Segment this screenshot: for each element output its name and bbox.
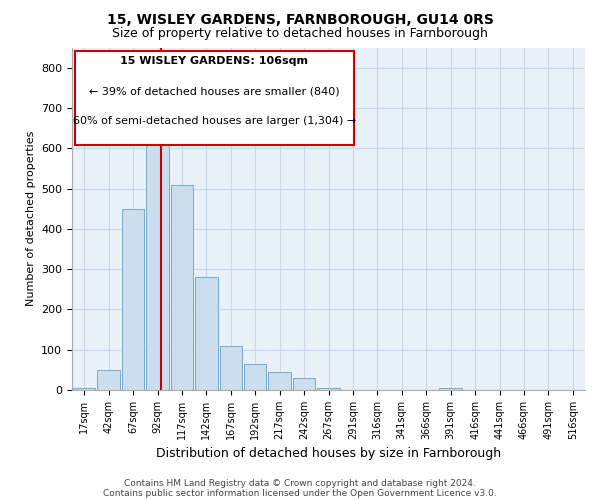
- Text: ← 39% of detached houses are smaller (840): ← 39% of detached houses are smaller (84…: [89, 87, 340, 97]
- Text: Size of property relative to detached houses in Farnborough: Size of property relative to detached ho…: [112, 28, 488, 40]
- Bar: [439, 388, 462, 390]
- Bar: [122, 208, 145, 390]
- Bar: [268, 372, 291, 390]
- Y-axis label: Number of detached properties: Number of detached properties: [26, 131, 35, 306]
- Bar: [220, 346, 242, 390]
- Bar: [317, 388, 340, 390]
- Bar: [170, 184, 193, 390]
- Bar: [146, 138, 169, 390]
- Bar: [97, 370, 120, 390]
- Text: 15, WISLEY GARDENS, FARNBOROUGH, GU14 0RS: 15, WISLEY GARDENS, FARNBOROUGH, GU14 0R…: [107, 12, 493, 26]
- FancyBboxPatch shape: [74, 51, 354, 145]
- X-axis label: Distribution of detached houses by size in Farnborough: Distribution of detached houses by size …: [156, 448, 501, 460]
- Text: Contains public sector information licensed under the Open Government Licence v3: Contains public sector information licen…: [103, 488, 497, 498]
- Text: 15 WISLEY GARDENS: 106sqm: 15 WISLEY GARDENS: 106sqm: [121, 56, 308, 66]
- Text: 60% of semi-detached houses are larger (1,304) →: 60% of semi-detached houses are larger (…: [73, 116, 356, 126]
- Bar: [244, 364, 266, 390]
- Text: Contains HM Land Registry data © Crown copyright and database right 2024.: Contains HM Land Registry data © Crown c…: [124, 478, 476, 488]
- Bar: [73, 388, 95, 390]
- Bar: [195, 277, 218, 390]
- Bar: [293, 378, 316, 390]
